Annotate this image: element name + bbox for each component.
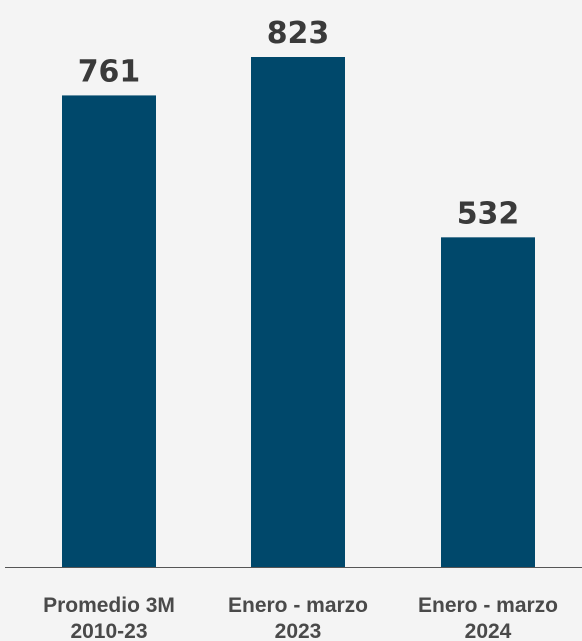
category-label-2: Enero - marzo 2023: [228, 594, 368, 641]
category-label-3: Enero - marzo 2024: [418, 594, 558, 641]
category-label-2-line-1: Enero - marzo: [228, 594, 368, 617]
value-label-1: 761: [78, 54, 141, 89]
bar-1: [62, 95, 156, 567]
bar-2: [251, 57, 345, 567]
bar-3: [441, 237, 535, 567]
bars-group: [62, 57, 535, 567]
value-labels-group: 761 823 532: [78, 16, 520, 231]
category-label-1-line-1: Promedio 3M: [43, 594, 175, 617]
value-label-3: 532: [457, 196, 520, 231]
category-label-2-line-2: 2023: [275, 620, 322, 641]
category-label-1-line-2: 2010-23: [70, 620, 147, 641]
category-label-3-line-1: Enero - marzo: [418, 594, 558, 617]
category-label-1: Promedio 3M 2010-23: [43, 594, 175, 641]
value-label-2: 823: [267, 16, 330, 51]
category-label-3-line-2: 2024: [465, 620, 512, 641]
